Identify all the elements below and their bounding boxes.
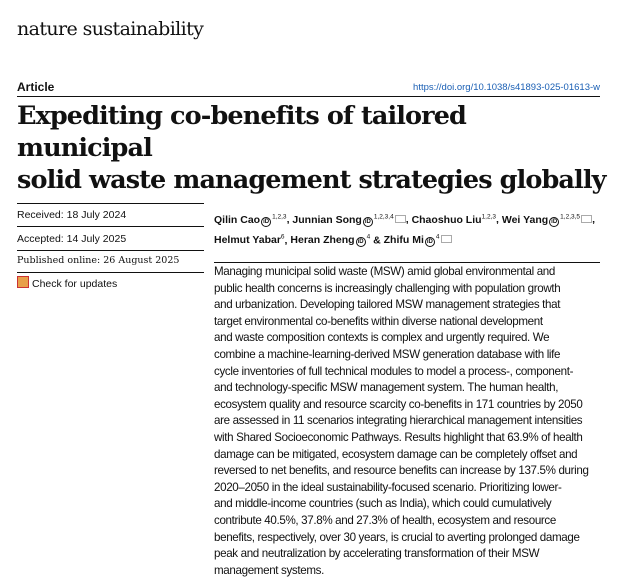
abstract-line: contribute 40.5%, 37.8% and 27.3% of hea… <box>214 513 556 527</box>
author[interactable]: Qilin Cao iD1,2,3 <box>214 213 287 227</box>
article-title: Expediting co-benefits of tailored munic… <box>17 100 607 196</box>
author-name[interactable]: Junnian Song <box>292 213 362 226</box>
author[interactable]: Heran Zheng iD4 <box>290 233 371 247</box>
abstract-line: damage can be mitigated, ecosystem damag… <box>214 447 578 461</box>
author[interactable]: Junnian Song iD1,2,3,4 <box>292 213 406 227</box>
author[interactable]: Zhifu Mi iD4 <box>383 233 452 247</box>
abstract-line: cycle inventories of full technical modu… <box>214 364 574 378</box>
abstract-line: management systems. <box>214 563 324 577</box>
affiliation-numbers: 1,2,3 <box>272 213 287 220</box>
author[interactable]: Helmut Yabar6 <box>214 233 285 247</box>
abstract: Managing municipal solid waste (MSW) ami… <box>214 264 614 579</box>
orcid-icon[interactable]: iD <box>362 216 373 227</box>
author[interactable]: Wei Yang iD1,2,3,5 <box>501 213 593 227</box>
title-line: Expediting co-benefits of tailored munic… <box>17 101 467 163</box>
orcid-icon[interactable]: iD <box>549 216 560 227</box>
email-icon[interactable] <box>394 214 406 223</box>
abstract-line: and middle-income countries (such as Ind… <box>214 497 552 511</box>
author-name[interactable]: Helmut Yabar <box>214 234 281 246</box>
author-name[interactable]: Heran Zheng <box>290 234 355 246</box>
affiliation-numbers: 1,2,3,4 <box>373 213 394 220</box>
abstract-line: peak and neutralization by accelerating … <box>214 547 540 561</box>
divider <box>17 226 204 227</box>
abstract-line: with Shared Socioeconomic Pathways. Resu… <box>214 430 583 444</box>
author-name[interactable]: Qilin Cao <box>214 213 261 226</box>
abstract-line: target environmental co-benefits within … <box>214 314 543 328</box>
affiliation-numbers: 1,2,3,5 <box>560 213 581 220</box>
abstract-line: ecosystem quality and resource scarcity … <box>214 397 583 411</box>
divider <box>17 96 600 97</box>
abstract-line: and technology-specific MSW management s… <box>214 381 559 395</box>
email-icon[interactable] <box>581 214 593 223</box>
email-icon[interactable] <box>440 235 452 243</box>
abstract-line: are assessed in 11 scenarios integrating… <box>214 414 583 428</box>
affiliation-numbers: 6 <box>280 233 285 241</box>
doi-link[interactable]: https://doi.org/10.1038/s41893-025-01613… <box>413 82 600 93</box>
journal-name: nature sustainability <box>17 18 204 40</box>
abstract-line: and waste composition contexts is comple… <box>214 331 550 345</box>
accepted-date: Accepted: 14 July 2025 <box>17 233 127 245</box>
orcid-icon[interactable]: iD <box>355 237 366 247</box>
abstract-line: and urbanization. Developing tailored MS… <box>214 298 561 312</box>
abstract-line: Managing municipal solid waste (MSW) ami… <box>214 265 555 278</box>
check-updates-icon <box>17 276 29 288</box>
article-type: Article <box>17 80 55 94</box>
author[interactable]: Chaoshuo Liu1,2,3 <box>411 213 497 226</box>
check-updates-label: Check for updates <box>32 278 118 290</box>
affiliation-numbers: 4 <box>435 233 440 241</box>
author-name[interactable]: Wei Yang <box>501 213 549 226</box>
title-line: solid waste management strategies global… <box>17 165 606 195</box>
published-date: Published online: 26 August 2025 <box>17 255 180 266</box>
abstract-line: combine a machine-learning-derived MSW g… <box>214 347 561 361</box>
abstract-line: reversed to net benefits, and resource b… <box>214 464 589 478</box>
check-for-updates-button[interactable]: Check for updates <box>17 276 204 290</box>
author-name[interactable]: Chaoshuo Liu <box>411 213 482 226</box>
affiliation-numbers: 4 <box>366 233 371 241</box>
divider <box>17 250 204 251</box>
abstract-line: public health concerns is increasingly c… <box>214 281 561 295</box>
orcid-icon[interactable]: iD <box>261 216 272 227</box>
divider <box>17 203 204 204</box>
abstract-line: benefits, respectively, over 30 years, i… <box>214 530 580 544</box>
orcid-icon[interactable]: iD <box>424 237 435 247</box>
author-name[interactable]: Zhifu Mi <box>383 234 424 246</box>
divider <box>214 262 600 263</box>
author-list: Qilin Cao iD1,2,3, Junnian Song iD1,2,3,4,… <box>214 213 595 247</box>
received-date: Received: 18 July 2024 <box>17 209 127 221</box>
abstract-line: 2020–2050 in the ideal sustainability-fo… <box>214 480 562 494</box>
divider <box>17 272 204 273</box>
affiliation-numbers: 1,2,3 <box>481 213 497 220</box>
